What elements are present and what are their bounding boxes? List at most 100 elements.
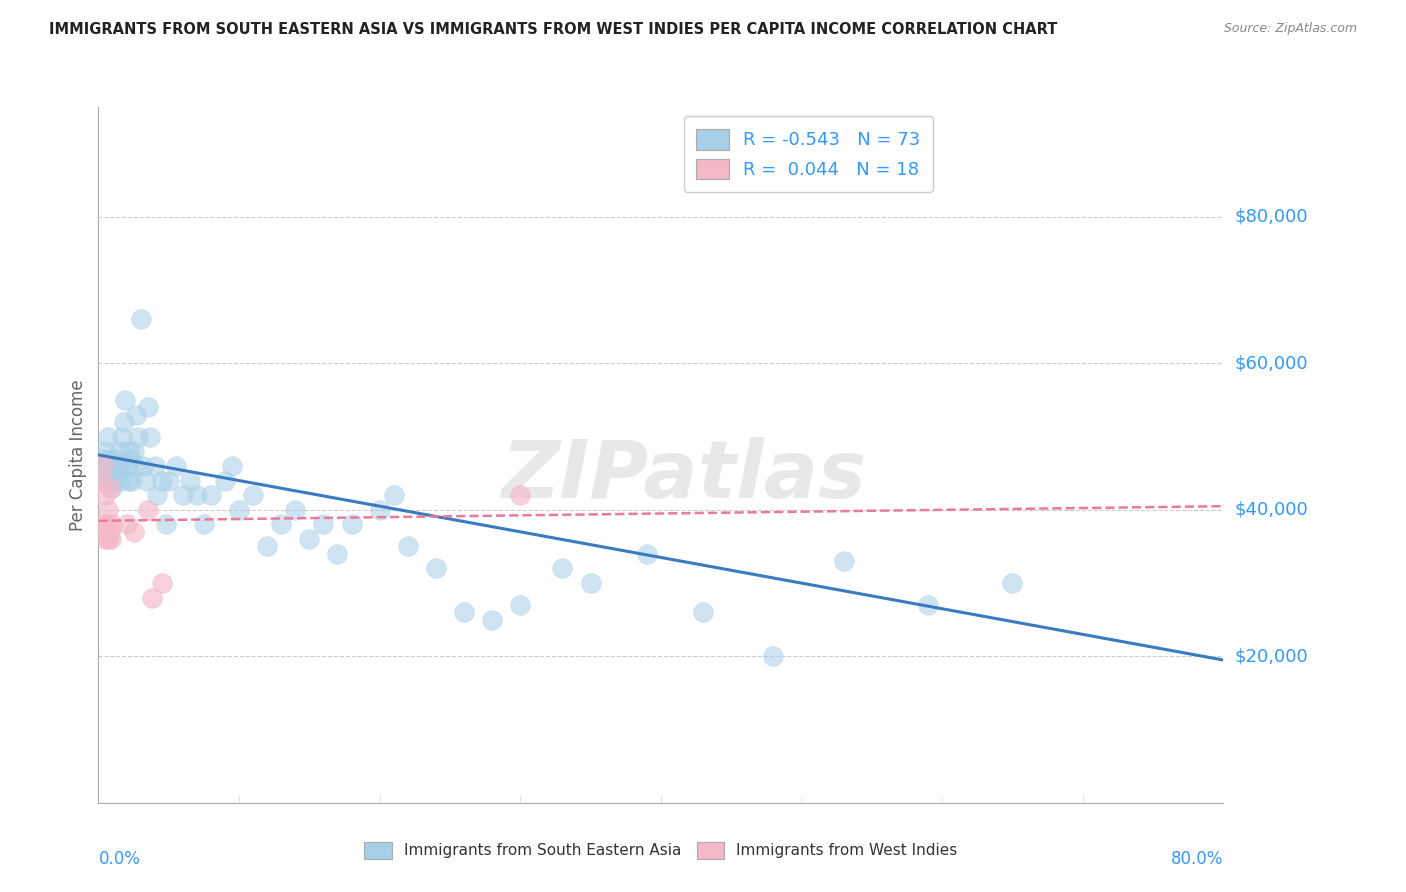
Point xyxy=(122,444,145,458)
Point xyxy=(179,474,201,488)
Point xyxy=(118,444,141,458)
Point xyxy=(100,532,122,546)
Point xyxy=(98,451,121,466)
Point xyxy=(150,474,173,488)
Point xyxy=(1001,576,1024,591)
Point xyxy=(481,613,503,627)
Point xyxy=(121,474,143,488)
Point xyxy=(425,561,447,575)
Point xyxy=(101,481,124,495)
Point xyxy=(340,517,363,532)
Text: Source: ZipAtlas.com: Source: ZipAtlas.com xyxy=(1223,22,1357,36)
Point xyxy=(100,458,122,473)
Point xyxy=(110,458,132,473)
Point xyxy=(509,488,531,502)
Point xyxy=(509,598,531,612)
Point xyxy=(115,517,138,532)
Point xyxy=(93,467,115,481)
Point xyxy=(97,503,120,517)
Point xyxy=(135,474,157,488)
Point xyxy=(105,467,128,481)
Point xyxy=(114,392,136,407)
Text: $20,000: $20,000 xyxy=(1234,648,1308,665)
Point xyxy=(94,474,117,488)
Point xyxy=(143,458,166,473)
Point xyxy=(579,576,602,591)
Point xyxy=(120,451,142,466)
Text: 0.0%: 0.0% xyxy=(98,850,141,869)
Point xyxy=(157,474,180,488)
Point xyxy=(228,503,250,517)
Point xyxy=(155,517,177,532)
Point xyxy=(312,517,335,532)
Point xyxy=(284,503,307,517)
Point xyxy=(107,458,129,473)
Point xyxy=(172,488,194,502)
Y-axis label: Per Capita Income: Per Capita Income xyxy=(69,379,87,531)
Point xyxy=(186,488,208,502)
Text: $80,000: $80,000 xyxy=(1234,208,1308,226)
Point xyxy=(326,547,349,561)
Point xyxy=(96,517,118,532)
Text: $60,000: $60,000 xyxy=(1234,354,1308,372)
Point xyxy=(141,591,163,605)
Point xyxy=(94,488,117,502)
Point xyxy=(108,474,131,488)
Point xyxy=(368,503,391,517)
Point xyxy=(98,467,121,481)
Point xyxy=(124,458,146,473)
Point xyxy=(91,458,114,473)
Point xyxy=(97,532,120,546)
Point xyxy=(103,458,125,473)
Point xyxy=(193,517,215,532)
Point xyxy=(551,561,574,575)
Point xyxy=(94,532,117,546)
Point xyxy=(101,517,124,532)
Legend: Immigrants from South Eastern Asia, Immigrants from West Indies: Immigrants from South Eastern Asia, Immi… xyxy=(359,836,963,864)
Point xyxy=(692,606,714,620)
Point xyxy=(117,474,139,488)
Point xyxy=(98,524,121,539)
Point xyxy=(90,474,112,488)
Point xyxy=(256,540,278,554)
Point xyxy=(396,540,419,554)
Point xyxy=(139,429,162,443)
Point xyxy=(165,458,187,473)
Point xyxy=(104,451,127,466)
Point xyxy=(96,458,118,473)
Point xyxy=(636,547,658,561)
Point xyxy=(98,481,121,495)
Point xyxy=(136,401,159,415)
Text: 80.0%: 80.0% xyxy=(1171,850,1223,869)
Point xyxy=(125,408,148,422)
Point xyxy=(132,458,155,473)
Text: $40,000: $40,000 xyxy=(1234,500,1308,519)
Point xyxy=(214,474,236,488)
Point xyxy=(115,458,138,473)
Point xyxy=(94,444,117,458)
Point xyxy=(111,429,134,443)
Point xyxy=(917,598,939,612)
Point xyxy=(136,503,159,517)
Point xyxy=(242,488,264,502)
Point xyxy=(93,517,115,532)
Point xyxy=(91,451,114,466)
Point xyxy=(129,312,152,326)
Point xyxy=(150,576,173,591)
Point xyxy=(832,554,855,568)
Point xyxy=(127,429,149,443)
Point xyxy=(112,415,135,429)
Point xyxy=(221,458,243,473)
Point xyxy=(298,532,321,546)
Point xyxy=(453,606,475,620)
Point xyxy=(90,458,112,473)
Point xyxy=(122,524,145,539)
Point xyxy=(146,488,169,502)
Point xyxy=(382,488,405,502)
Point xyxy=(762,649,785,664)
Text: IMMIGRANTS FROM SOUTH EASTERN ASIA VS IMMIGRANTS FROM WEST INDIES PER CAPITA INC: IMMIGRANTS FROM SOUTH EASTERN ASIA VS IM… xyxy=(49,22,1057,37)
Point xyxy=(270,517,292,532)
Point xyxy=(101,474,124,488)
Text: ZIPatlas: ZIPatlas xyxy=(501,437,866,515)
Point xyxy=(97,429,120,443)
